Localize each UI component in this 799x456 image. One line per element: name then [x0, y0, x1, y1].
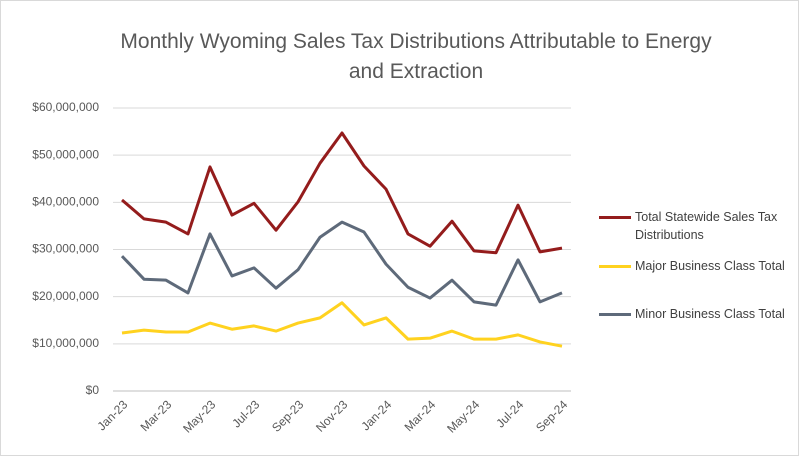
legend-swatch	[599, 216, 631, 219]
x-tick-label: Jan-24	[359, 397, 395, 433]
y-tick-label: $50,000,000	[32, 147, 99, 161]
x-tick-label: Jul-24	[493, 397, 526, 430]
legend-label: Major Business Class Total	[635, 259, 785, 273]
y-tick-label: $60,000,000	[32, 100, 99, 114]
x-tick-label: Mar-24	[402, 397, 439, 434]
legend-item: Total Statewide Sales Tax Distributions	[599, 208, 798, 244]
x-tick-label: Nov-23	[313, 397, 350, 434]
series-line	[120, 220, 563, 307]
x-tick-label: Jul-23	[229, 397, 262, 430]
x-tick-label: Sep-23	[269, 397, 306, 434]
legend-swatch	[599, 265, 631, 268]
legend-item: Major Business Class Total	[599, 257, 798, 275]
legend-swatch	[599, 313, 631, 316]
y-tick-label: $0	[86, 383, 100, 397]
series-line	[121, 301, 563, 348]
y-tick-label: $30,000,000	[32, 242, 99, 256]
x-tick-label: Jan-23	[95, 397, 131, 433]
x-tick-label: May-23	[180, 397, 218, 435]
legend-label: Total Statewide Sales Tax Distributions	[635, 210, 778, 242]
y-tick-label: $40,000,000	[32, 195, 99, 209]
y-tick-label: $10,000,000	[32, 336, 99, 350]
series-line	[121, 131, 563, 255]
x-tick-label: Mar-23	[138, 397, 175, 434]
legend-item: Minor Business Class Total	[599, 305, 798, 323]
x-tick-label: May-24	[444, 397, 482, 435]
chart-title: Monthly Wyoming Sales Tax Distributions …	[120, 30, 712, 83]
y-tick-label: $20,000,000	[32, 289, 99, 303]
x-tick-label: Sep-24	[533, 397, 570, 434]
legend-label: Minor Business Class Total	[635, 307, 785, 321]
